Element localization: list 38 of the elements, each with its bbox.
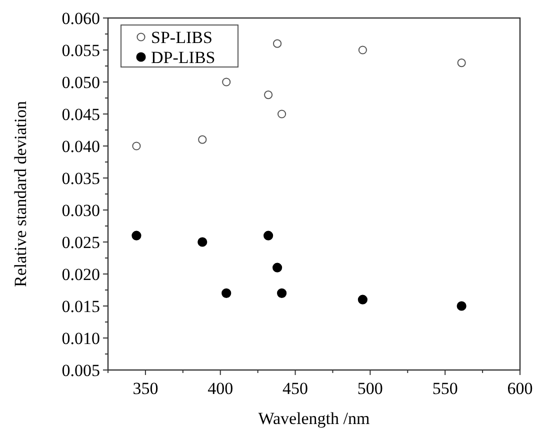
point <box>132 142 141 150</box>
y-tick-label: 0.045 <box>62 105 100 124</box>
point <box>198 237 208 247</box>
y-tick-label: 0.040 <box>62 137 100 156</box>
x-tick-label: 550 <box>432 379 458 398</box>
point <box>457 58 466 68</box>
x-tick-label: 350 <box>132 379 158 398</box>
y-tick-label: 0.020 <box>62 265 100 284</box>
y-tick-label: 0.060 <box>62 9 100 28</box>
y-tick-label: 0.005 <box>62 361 100 380</box>
y-tick-label: 0.025 <box>62 233 100 252</box>
point <box>272 262 282 272</box>
point <box>198 135 207 144</box>
x-axis-title: Wavelength /nm <box>258 409 370 428</box>
y-axis-title: Relative standard deviation <box>11 100 30 287</box>
y-tick-label: 0.035 <box>62 169 100 188</box>
y-tick-label: 0.015 <box>62 297 100 316</box>
point <box>222 78 231 86</box>
x-tick-label: 450 <box>282 379 308 398</box>
point <box>272 39 282 48</box>
point <box>358 46 367 54</box>
point <box>264 90 273 100</box>
y-tick-label: 0.010 <box>62 329 100 348</box>
x-tick-label: 400 <box>208 379 234 398</box>
point <box>264 230 274 240</box>
legend-label: SP-LIBS <box>151 28 212 47</box>
y-tick-label: 0.055 <box>62 41 100 60</box>
point <box>277 110 286 118</box>
y-tick-label: 0.050 <box>62 73 100 92</box>
x-tick-label: 500 <box>357 379 383 398</box>
legend-label: DP-LIBS <box>151 48 216 67</box>
point <box>276 288 287 298</box>
point <box>222 288 232 298</box>
x-tick-label: 600 <box>507 379 533 398</box>
point <box>358 294 368 304</box>
point <box>132 230 142 240</box>
y-tick-label: 0.030 <box>62 201 100 220</box>
point <box>456 301 466 311</box>
